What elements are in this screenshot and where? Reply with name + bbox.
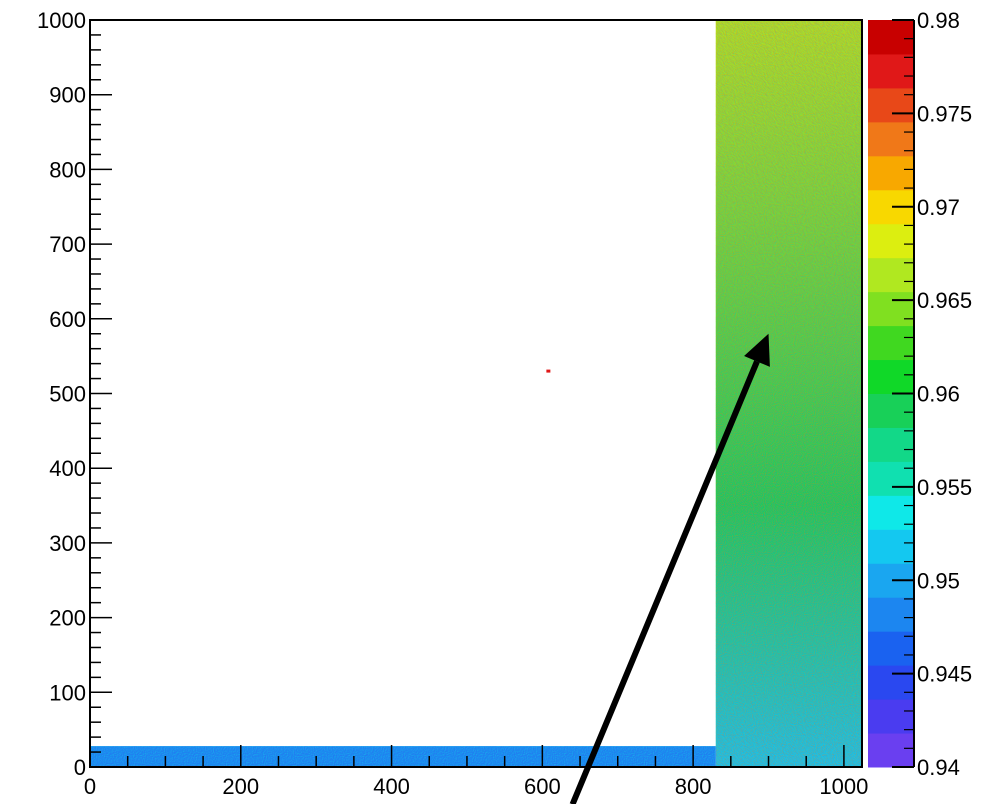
x-tick-label: 200 bbox=[222, 774, 259, 799]
annotation-arrow-head bbox=[744, 333, 770, 367]
colorbar-segment bbox=[868, 291, 914, 327]
y-tick-label: 200 bbox=[49, 606, 86, 631]
x-tick-label: 1000 bbox=[819, 774, 868, 799]
colorbar-segment bbox=[868, 733, 914, 768]
colorbar-segment bbox=[868, 529, 914, 564]
x-axis: 0 200 400 600 800 1000 bbox=[84, 745, 868, 799]
colorbar-segment bbox=[868, 155, 914, 191]
colorbar-segment bbox=[868, 53, 914, 89]
y-tick-label: 400 bbox=[49, 456, 86, 481]
y-tick-label: 500 bbox=[49, 382, 86, 407]
x-tick-label: 600 bbox=[524, 774, 561, 799]
colorbar-tick-label: 0.975 bbox=[917, 101, 972, 126]
colorbar-segment bbox=[868, 223, 914, 259]
heatmap-cells bbox=[90, 20, 863, 768]
heatmap-noise-low-bottom-strip bbox=[91, 747, 717, 768]
colorbar-tick-label: 0.97 bbox=[917, 195, 960, 220]
colorbar-segment bbox=[868, 20, 914, 55]
colorbar-segment bbox=[868, 699, 914, 734]
colorbar-segment bbox=[868, 427, 914, 462]
y-tick-label: 100 bbox=[49, 680, 86, 705]
colorbar-segment bbox=[868, 631, 914, 666]
colorbar-tick-label: 0.98 bbox=[917, 8, 960, 33]
y-tick-label: 300 bbox=[49, 531, 86, 556]
y-tick-label: 700 bbox=[49, 232, 86, 257]
annotation-layer bbox=[569, 333, 770, 804]
colorbar-segment bbox=[868, 665, 914, 700]
colorbar-segment bbox=[868, 87, 914, 123]
y-tick-label: 600 bbox=[49, 307, 86, 332]
colorbar-segment bbox=[868, 597, 914, 632]
colorbar-segment bbox=[868, 325, 914, 361]
colorbar-tick-label: 0.96 bbox=[917, 382, 960, 407]
colorbar-tick-label: 0.95 bbox=[917, 568, 960, 593]
x-tick-label: 0 bbox=[84, 774, 96, 799]
colorbar-segment bbox=[868, 461, 914, 496]
annotation-arrow-shaft bbox=[569, 360, 760, 804]
heatmap-point-isolated-point bbox=[546, 369, 551, 373]
colorbar-segment bbox=[868, 257, 914, 293]
y-tick-label: 900 bbox=[49, 83, 86, 108]
colorbar-tick-label: 0.955 bbox=[917, 475, 972, 500]
y-tick-label: 800 bbox=[49, 157, 86, 182]
colorbar-tick-label: 0.945 bbox=[917, 662, 972, 687]
x-tick-label: 800 bbox=[675, 774, 712, 799]
x-tick-label: 400 bbox=[373, 774, 410, 799]
colorbar-tick-label: 0.94 bbox=[917, 755, 960, 780]
y-axis: 0 100 200 300 400 500 600 700 800 900 1000 bbox=[37, 8, 112, 780]
colorbar: 0.94 0.945 0.95 0.955 0.96 0.965 0.97 0.975 0.98 bbox=[868, 8, 972, 780]
y-tick-label: 0 bbox=[74, 755, 86, 780]
heatmap-noise-low-right-band bbox=[716, 21, 863, 768]
colorbar-segment bbox=[868, 393, 914, 428]
y-tick-label: 1000 bbox=[37, 8, 86, 33]
colorbar-segment bbox=[868, 359, 914, 394]
colorbar-tick-label: 0.965 bbox=[917, 288, 972, 313]
